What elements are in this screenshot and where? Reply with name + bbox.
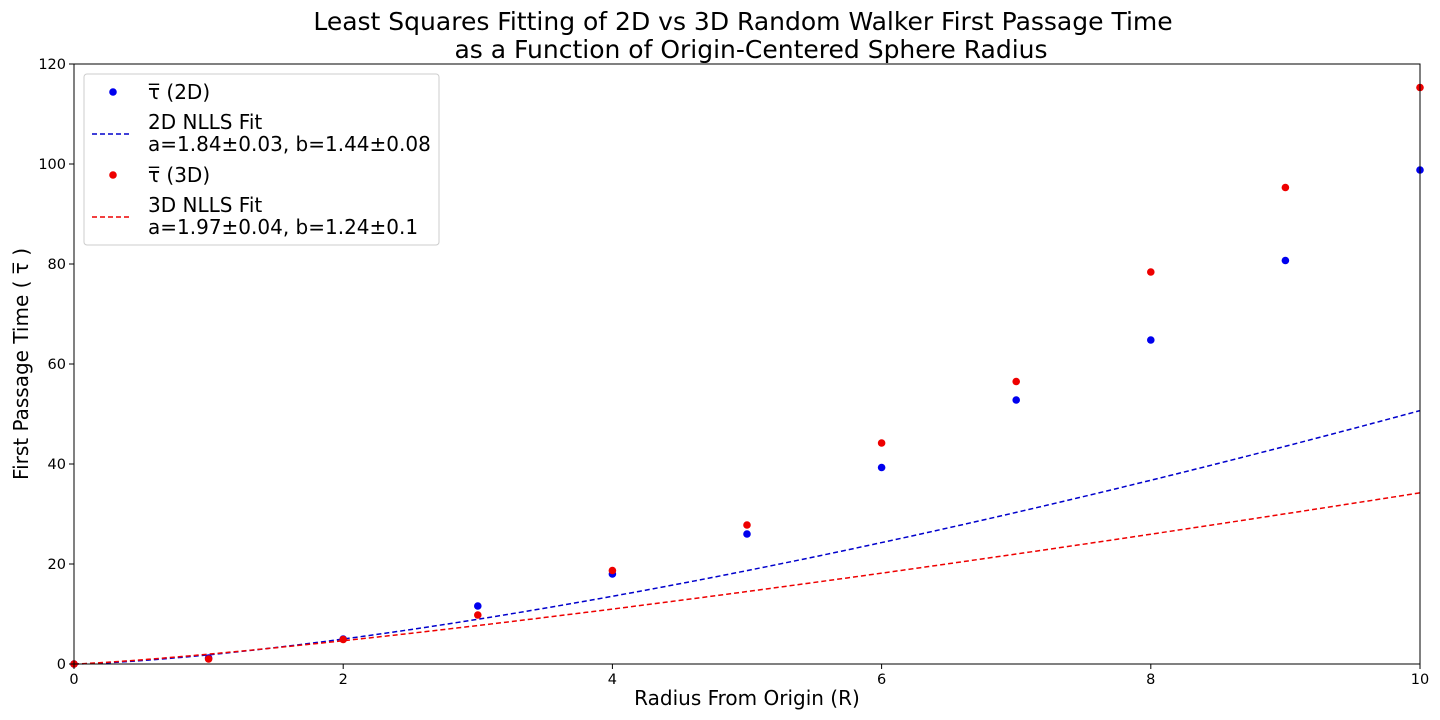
y-tick-label: 40	[48, 457, 66, 473]
y-tick-label: 100	[38, 157, 66, 173]
legend-label-2d-points: τ̅ (2D)	[148, 80, 210, 104]
y-axis-label: First Passage Time ( τ̅ )	[9, 248, 33, 480]
data-point-2d	[743, 530, 751, 538]
data-point-3d	[1012, 377, 1020, 386]
legend-label-3d-fit-line-1: 3D NLLS Fit	[148, 193, 262, 217]
plot-area	[70, 83, 1424, 668]
x-tick-label: 4	[608, 672, 617, 688]
legend-label-2d-fit-line-2: a=1.84±0.03, b=1.44±0.08	[148, 132, 431, 156]
legend: τ̅ (2D) 2D NLLS Fit a=1.84±0.03, b=1.44±…	[83, 73, 440, 246]
data-point-3d	[608, 566, 617, 575]
y-tick-label: 120	[38, 57, 66, 73]
data-point-2d	[877, 463, 886, 472]
data-point-2d	[1281, 256, 1290, 265]
data-point-3d	[339, 635, 348, 644]
chart-title-line-2: as a Function of Origin-Centered Sphere …	[454, 35, 1047, 64]
data-point-3d	[1147, 268, 1155, 276]
data-point-3d	[204, 655, 213, 663]
legend-marker-2d-points	[109, 88, 117, 96]
y-tick-label: 0	[57, 657, 66, 673]
data-point-2d	[474, 602, 482, 610]
data-point-3d	[474, 611, 482, 619]
x-axis: 0 2 4 6 8 10	[69, 664, 1429, 688]
data-point-3d	[1281, 183, 1290, 192]
x-tick-label: 2	[339, 672, 348, 688]
chart-title-line-1: Least Squares Fitting of 2D vs 3D Random…	[313, 7, 1172, 36]
x-tick-label: 10	[1411, 672, 1429, 688]
data-point-2d	[1147, 336, 1155, 344]
data-point-2d	[1012, 396, 1020, 404]
data-point-3d	[877, 439, 886, 447]
legend-label-3d-fit-line-2: a=1.97±0.04, b=1.24±0.1	[148, 215, 418, 239]
legend-label-3d-points: τ̅ (3D)	[148, 163, 210, 187]
y-tick-label: 60	[48, 357, 66, 373]
y-tick-label: 20	[48, 557, 66, 573]
x-tick-label: 0	[69, 672, 78, 688]
legend-marker-3d-points	[109, 171, 117, 179]
y-tick-label: 80	[48, 257, 66, 273]
x-axis-label: Radius From Origin (R)	[634, 686, 860, 710]
x-tick-label: 6	[877, 672, 886, 688]
data-point-3d	[743, 521, 751, 529]
fit-line-3d	[73, 492, 1421, 665]
x-tick-label: 8	[1146, 672, 1155, 688]
legend-box	[83, 73, 440, 246]
y-axis: 0 20 40 60 80 100 120	[38, 57, 74, 673]
legend-label-2d-fit-line-1: 2D NLLS Fit	[148, 110, 262, 134]
